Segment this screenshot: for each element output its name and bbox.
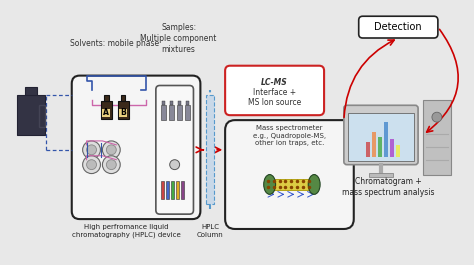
Bar — [206, 95, 214, 204]
Bar — [176, 182, 179, 199]
Bar — [162, 101, 165, 105]
FancyBboxPatch shape — [225, 66, 324, 115]
Bar — [348, 113, 414, 161]
Circle shape — [82, 156, 100, 174]
FancyBboxPatch shape — [344, 105, 418, 165]
Circle shape — [170, 160, 180, 170]
Bar — [39, 105, 45, 127]
Bar — [366, 142, 370, 157]
FancyBboxPatch shape — [225, 120, 354, 229]
Text: MS Ion source: MS Ion source — [248, 98, 301, 107]
Bar — [184, 105, 190, 120]
Circle shape — [102, 156, 120, 174]
Text: High perfromance liquid
chromatography (HPLC) device: High perfromance liquid chromatography (… — [72, 224, 181, 238]
Text: LC-MS: LC-MS — [261, 78, 288, 87]
Circle shape — [82, 141, 100, 159]
Text: HPLC
Column: HPLC Column — [197, 224, 224, 237]
Bar — [372, 132, 376, 157]
Bar — [378, 137, 382, 157]
Text: A: A — [103, 108, 109, 117]
Ellipse shape — [264, 175, 275, 194]
Circle shape — [87, 145, 97, 155]
Bar — [423, 100, 451, 175]
Bar — [178, 101, 181, 105]
Text: Detection: Detection — [374, 22, 422, 32]
Bar — [390, 139, 394, 157]
Bar — [18, 95, 45, 135]
Bar — [161, 182, 164, 199]
Bar — [181, 182, 184, 199]
Circle shape — [106, 160, 116, 170]
Bar — [177, 105, 182, 120]
Text: Chromatogram +
mass spectrum analysis: Chromatogram + mass spectrum analysis — [342, 176, 435, 197]
Bar — [396, 145, 400, 157]
FancyBboxPatch shape — [72, 76, 201, 219]
FancyBboxPatch shape — [156, 86, 193, 214]
Bar — [166, 182, 169, 199]
Text: Samples:
Multiple component
mixtures: Samples: Multiple component mixtures — [140, 23, 217, 54]
Bar — [104, 95, 109, 101]
Text: Solvents: mobile phase: Solvents: mobile phase — [70, 39, 159, 48]
Bar — [119, 109, 127, 117]
Bar — [169, 105, 173, 120]
Bar — [264, 179, 314, 190]
Circle shape — [432, 112, 442, 122]
FancyBboxPatch shape — [359, 16, 438, 38]
Text: B: B — [120, 108, 126, 117]
Circle shape — [102, 141, 120, 159]
Bar — [171, 182, 174, 199]
Bar — [121, 95, 126, 101]
Ellipse shape — [308, 175, 320, 194]
Circle shape — [106, 145, 116, 155]
Bar — [170, 101, 173, 105]
Bar — [384, 122, 388, 157]
Bar — [25, 87, 37, 95]
Text: Interface +: Interface + — [253, 88, 296, 97]
Bar — [102, 109, 110, 117]
Bar — [161, 105, 166, 120]
Bar — [369, 173, 393, 176]
Bar — [185, 101, 189, 105]
Bar — [101, 101, 112, 120]
Circle shape — [87, 160, 97, 170]
Text: Mass spectrometer
e.g., Quadropole-MS,
other ion traps, etc.: Mass spectrometer e.g., Quadropole-MS, o… — [253, 125, 326, 146]
Bar — [118, 101, 128, 120]
